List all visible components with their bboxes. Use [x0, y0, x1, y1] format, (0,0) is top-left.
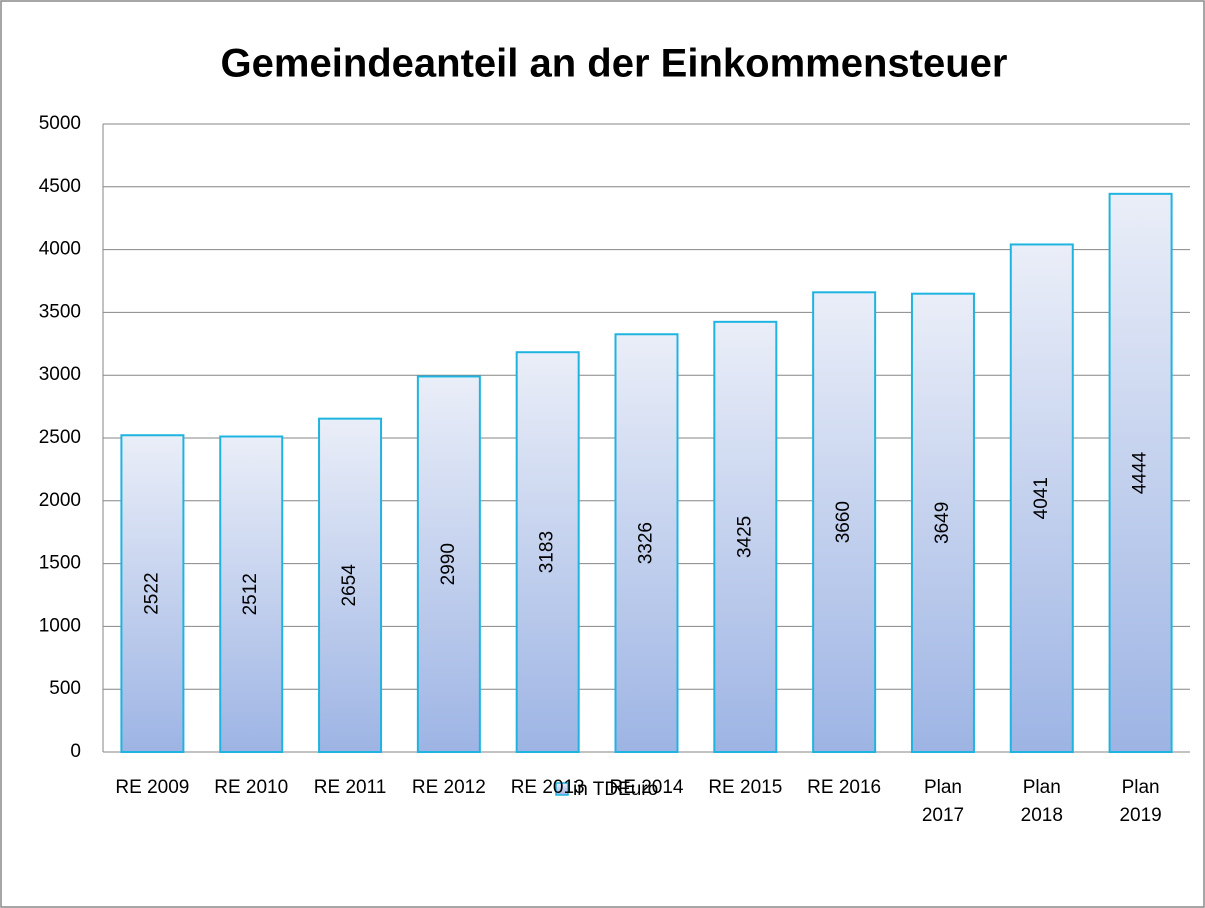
value-label: 2654: [339, 564, 360, 607]
x-tick-label: RE 2015: [708, 777, 783, 798]
value-label: 4041: [1031, 477, 1052, 519]
x-tick-label: RE 2011: [313, 777, 387, 798]
y-tick-label: 1000: [39, 615, 81, 636]
bar: [318, 417, 383, 753]
bar: [614, 333, 679, 753]
y-tick-label: 500: [49, 678, 81, 699]
y-tick-label: 2500: [39, 427, 81, 448]
chart-title: Gemeindeanteil an der Einkommensteuer: [221, 42, 1008, 86]
value-label: 3649: [932, 502, 953, 544]
x-tick-label: RE 2010: [214, 777, 289, 798]
x-tick-label: Plan 2019: [1119, 777, 1162, 826]
bar: [910, 292, 975, 753]
y-tick-label: 3000: [39, 364, 81, 385]
bar: [515, 351, 580, 753]
value-label: 3326: [636, 522, 657, 564]
y-tick-label: 4500: [39, 176, 81, 197]
bar: [812, 291, 877, 753]
y-tick-label: 3500: [39, 301, 81, 322]
value-label: 3425: [734, 516, 755, 558]
value-label: 3660: [833, 501, 854, 543]
value-label: 2512: [240, 573, 261, 615]
y-tick-label: 1500: [39, 553, 81, 574]
x-tick-label: RE 2013: [510, 777, 585, 798]
value-label: 3183: [537, 531, 558, 573]
bar: [416, 375, 481, 753]
y-tick-label: 0: [70, 741, 81, 762]
value-label: 2990: [438, 543, 459, 585]
bar: [1009, 243, 1074, 753]
bar: [120, 434, 185, 753]
x-tick-label: RE 2014: [609, 777, 684, 798]
x-tick-label: RE 2016: [807, 777, 882, 798]
x-tick-label: RE 2012: [411, 777, 486, 798]
y-tick-label: 2000: [39, 490, 81, 511]
bar: [1108, 192, 1173, 753]
x-tick-label: Plan 2018: [1020, 777, 1063, 826]
x-tick-label: Plan 2017: [921, 777, 965, 826]
bar: [219, 435, 284, 753]
bar: [713, 320, 778, 753]
legend-swatch: [555, 782, 569, 796]
value-label: 4444: [1130, 451, 1151, 494]
x-tick-label: RE 2009: [115, 777, 190, 798]
legend-label: in TDEuro: [573, 779, 658, 800]
value-label: 2522: [141, 572, 162, 614]
y-tick-label: 5000: [39, 113, 81, 134]
y-tick-label: 4000: [39, 239, 81, 260]
